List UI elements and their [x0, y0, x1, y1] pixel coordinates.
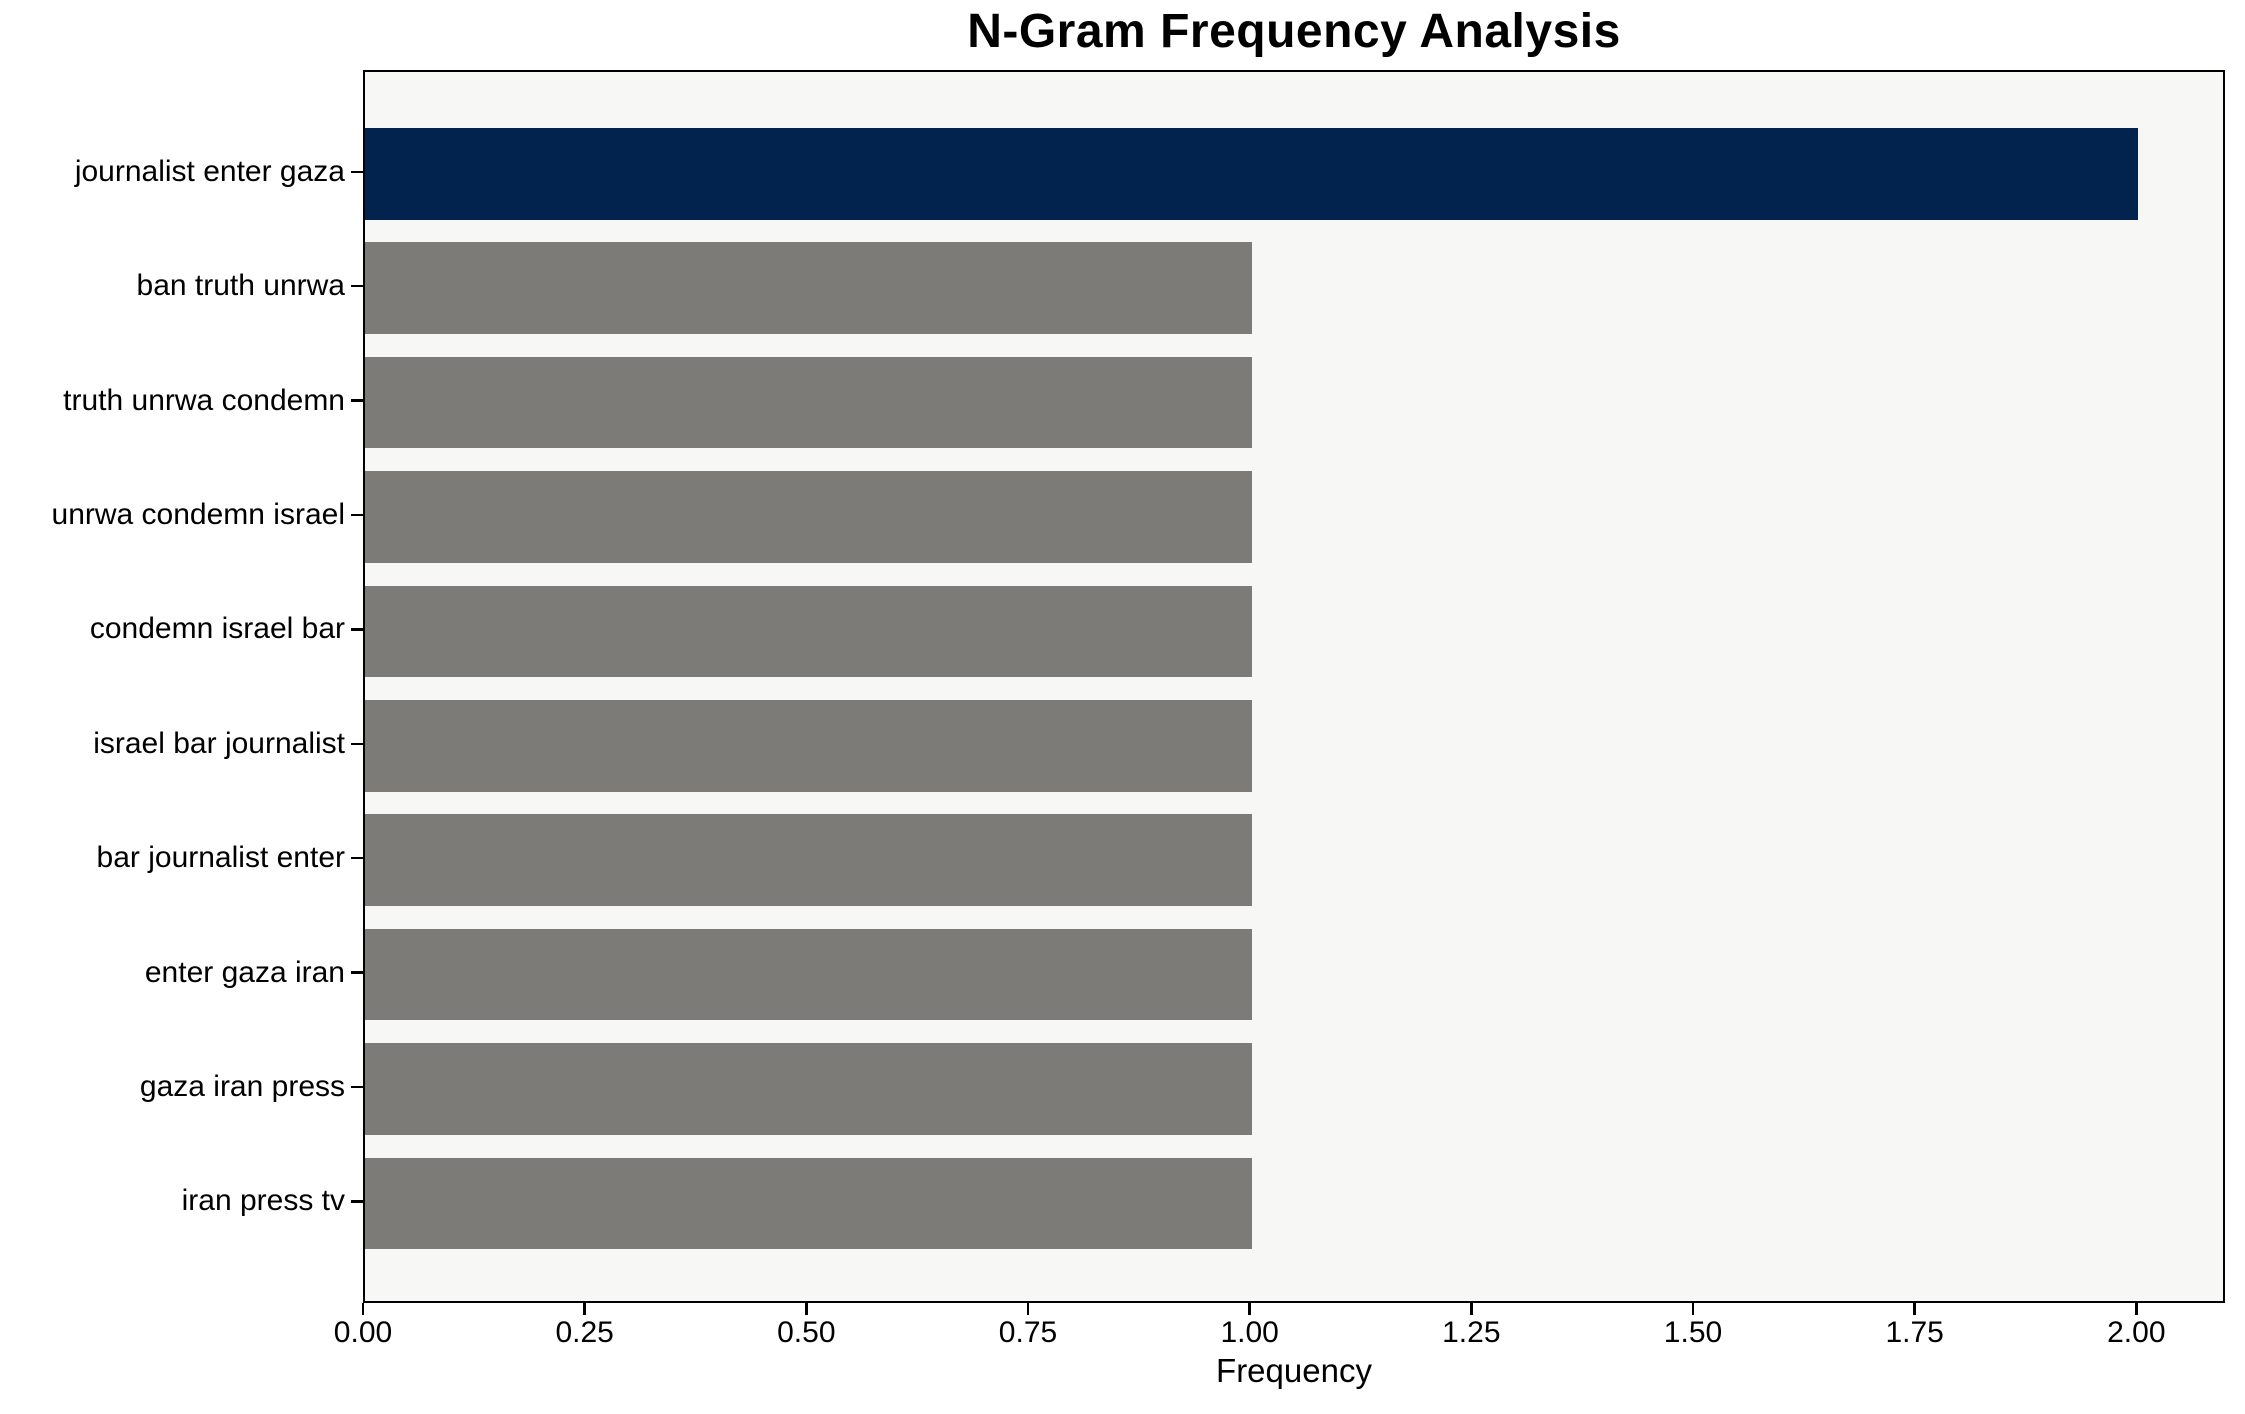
x-tick-label-0.50: 0.50 [777, 1316, 836, 1349]
x-axis-title: Frequency [1216, 1352, 1372, 1389]
bar-gaza-iran-press [365, 1043, 1252, 1135]
y-tick-label-ban-truth-unrwa: ban truth unrwa [136, 269, 345, 303]
bar-iran-press-tv [365, 1157, 1252, 1250]
y-tick-mark [351, 399, 363, 402]
y-tick-mark [351, 284, 363, 288]
x-tick-mark [1026, 1303, 1030, 1315]
y-tick-label-enter-gaza-iran: enter gaza iran [144, 955, 345, 989]
bar-bar-journalist-enter [365, 814, 1252, 906]
x-tick-mark [1470, 1303, 1473, 1315]
x-tick-mark [1691, 1303, 1695, 1315]
y-tick-label-truth-unrwa-condemn: truth unrwa condemn [63, 383, 345, 417]
y-tick-mark [351, 1200, 363, 1203]
bar-unrwa-condemn-israel [365, 471, 1252, 563]
y-tick-label-unrwa-condemn-israel: unrwa condemn israel [51, 498, 345, 531]
y-tick-mark [351, 742, 363, 746]
y-tick-mark [351, 628, 363, 631]
x-tick-mark [1913, 1303, 1916, 1315]
bar-ban-truth-unrwa [365, 242, 1252, 334]
x-tick-mark [583, 1303, 586, 1315]
x-tick-mark [805, 1303, 808, 1315]
x-tick-mark [2135, 1303, 2138, 1315]
x-tick-mark [361, 1303, 365, 1315]
bar-condemn-israel-bar [365, 585, 1252, 678]
y-tick-mark [351, 856, 363, 860]
x-tick-label-2.00: 2.00 [2107, 1316, 2166, 1349]
y-tick-label-bar-journalist-enter: bar journalist enter [96, 841, 345, 875]
y-tick-label-gaza-iran-press: gaza iran press [139, 1070, 345, 1103]
x-tick-label-1.50: 1.50 [1663, 1316, 1723, 1349]
x-tick-label-1.25: 1.25 [1442, 1316, 1501, 1349]
x-tick-label-0.75: 0.75 [998, 1316, 1058, 1349]
bar-journalist-enter-gaza [365, 128, 2139, 220]
y-tick-label-israel-bar-journalist: israel bar journalist [93, 726, 345, 760]
x-tick-mark [1248, 1303, 1251, 1315]
x-tick-label-1.75: 1.75 [1885, 1316, 1944, 1349]
y-tick-label-condemn-israel-bar: condemn israel bar [89, 612, 345, 646]
y-tick-mark [351, 1085, 363, 1089]
y-tick-mark [351, 971, 363, 974]
y-tick-mark [351, 513, 363, 517]
bar-enter-gaza-iran [365, 928, 1252, 1021]
y-tick-mark [351, 170, 363, 174]
bar-israel-bar-journalist [365, 700, 1252, 792]
x-tick-label-0.25: 0.25 [555, 1316, 614, 1349]
x-tick-label-0.00: 0.00 [333, 1316, 393, 1349]
chart-title: N-Gram Frequency Analysis [967, 5, 1621, 58]
plot-area [363, 70, 2225, 1303]
bar-truth-unrwa-condemn [365, 356, 1252, 449]
y-tick-label-iran-press-tv: iran press tv [181, 1184, 345, 1218]
x-tick-label-1.00: 1.00 [1220, 1316, 1279, 1349]
y-tick-label-journalist-enter-gaza: journalist enter gaza [74, 154, 345, 188]
